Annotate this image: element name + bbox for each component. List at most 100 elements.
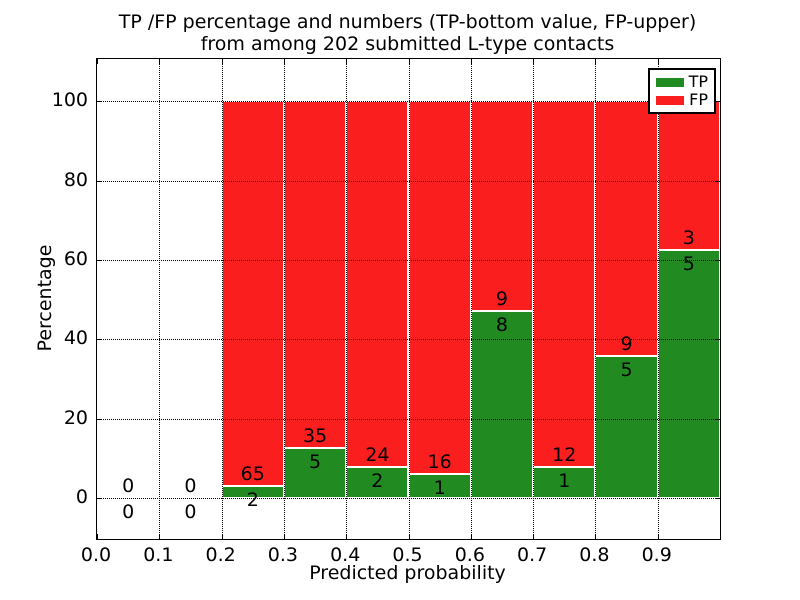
x-tick-label-0.4: 0.4: [330, 544, 361, 566]
gridline-y-20: [97, 418, 720, 420]
bar-fp-0.4-0.5: [346, 101, 409, 468]
bar-fp-0.3-0.4: [283, 101, 347, 449]
y-tick-label-20: 20: [63, 406, 88, 429]
annotation-fp-count-0.5-0.6: 16: [427, 451, 452, 474]
annotation-fp-count-0.0-0.1: 0: [122, 474, 135, 497]
annotation-fp-count-0.7-0.8: 12: [552, 444, 577, 467]
gridline-x-0.6: [470, 59, 472, 539]
y-tick-right-100: [715, 101, 720, 103]
x-tick-label-0.0: 0.0: [80, 544, 112, 566]
tp-color-swatch: [656, 77, 684, 87]
x-tick-bottom-0.8: [595, 534, 597, 539]
annotation-tp-count-0.1-0.2: 0: [184, 500, 197, 523]
x-tick-top-0.1: [159, 59, 161, 64]
gridline-x-0.2: [221, 59, 223, 539]
gridline-x-0.3: [283, 59, 285, 539]
annotation-tp-count-0.7-0.8: 1: [558, 470, 571, 493]
bar-fp-0.2-0.3: [221, 101, 284, 486]
gridline-y-40: [97, 339, 720, 341]
x-tick-bottom-0.4: [346, 534, 348, 539]
annotation-tp-count-0.5-0.6: 1: [433, 477, 446, 500]
gridline-x-0.9: [657, 59, 659, 539]
annotation-tp-count-0.8-0.9: 5: [620, 359, 633, 382]
chart-title: TP /FP percentage and numbers (TP-bottom…: [96, 11, 719, 55]
legend-entry-fp: FP: [656, 91, 708, 109]
x-tick-label-0.5: 0.5: [392, 544, 423, 566]
x-tick-top-0.6: [470, 59, 472, 64]
x-tick-label-0.6: 0.6: [454, 544, 485, 566]
x-tick-bottom-0.5: [408, 534, 410, 539]
annotation-fp-count-0.3-0.4: 35: [302, 425, 328, 448]
y-tick-right-60: [715, 259, 720, 261]
y-tick-label-40: 40: [63, 327, 88, 350]
x-tick-top-0.4: [346, 59, 348, 64]
chart-title-line2: from among 202 submitted L-type contacts: [200, 33, 615, 55]
x-tick-bottom-0.1: [159, 534, 161, 539]
x-tick-top-0.8: [595, 59, 597, 64]
gridline-x-0.5: [408, 59, 410, 539]
x-tick-top-0.2: [221, 59, 223, 64]
x-tick-top-0.7: [533, 59, 535, 64]
chart-title-line1: TP /FP percentage and numbers (TP-bottom…: [118, 11, 697, 33]
y-tick-label-80: 80: [63, 168, 88, 191]
gridline-y-0: [97, 497, 720, 499]
annotation-tp-count-0.2-0.3: 2: [246, 488, 259, 511]
plot-area: TP FP 0 0 0 0 65 2 35 5 24 2 16 1 9 8 12 1 9 5 3 5: [96, 58, 721, 540]
x-axis-label: Predicted probability: [309, 562, 506, 584]
annotation-fp-count-0.4-0.5: 24: [365, 444, 390, 467]
x-tick-top-0.3: [283, 59, 285, 64]
annotation-tp-count-0.6-0.7: 8: [495, 314, 508, 337]
y-tick-label-60: 60: [63, 247, 88, 270]
gridline-x-0.4: [346, 59, 348, 539]
y-tick-left-40: [97, 339, 102, 341]
annotation-fp-count-0.1-0.2: 0: [184, 474, 197, 497]
x-tick-bottom-0.2: [221, 534, 223, 539]
legend-label-fp: FP: [689, 90, 708, 109]
legend: TP FP: [648, 68, 716, 114]
x-tick-bottom-0.3: [283, 534, 285, 539]
y-tick-right-20: [715, 418, 720, 420]
bar-fp-0.6-0.7: [470, 101, 534, 312]
annotation-tp-count-0.4-0.5: 2: [371, 470, 384, 493]
x-tick-label-0.8: 0.8: [579, 544, 610, 566]
annotation-fp-count-0.8-0.9: 9: [620, 333, 633, 356]
x-tick-bottom-0.6: [470, 534, 472, 539]
x-tick-bottom-0.7: [533, 534, 535, 539]
y-tick-left-60: [97, 259, 102, 261]
bar-tp-0.9-1.0: [657, 250, 720, 498]
x-tick-label-0.9: 0.9: [641, 544, 672, 566]
x-tick-top-0.5: [408, 59, 410, 64]
y-tick-left-80: [97, 180, 102, 182]
bar-fp-0.5-0.6: [408, 101, 471, 475]
x-tick-label-0.7: 0.7: [516, 544, 548, 566]
x-tick-label-0.3: 0.3: [267, 544, 298, 566]
fp-color-swatch: [656, 95, 684, 105]
y-tick-left-100: [97, 101, 102, 103]
bar-fp-0.8-0.9: [595, 101, 658, 357]
x-tick-bottom-0.9: [657, 534, 659, 539]
y-tick-left-20: [97, 418, 102, 420]
gridline-x-0.7: [533, 59, 535, 539]
annotation-tp-count-0.9-1.0: 5: [682, 253, 695, 276]
bar-tp-0.3-0.4: [283, 448, 347, 498]
y-axis-label: Percentage: [34, 244, 56, 352]
gridline-y-60: [97, 259, 720, 261]
legend-label-tp: TP: [688, 72, 708, 91]
annotation-fp-count-0.2-0.3: 65: [240, 462, 265, 485]
x-tick-label-0.1: 0.1: [143, 544, 174, 566]
gridline-y-80: [97, 180, 720, 182]
y-tick-label-100: 100: [51, 89, 88, 112]
gridline-x-0.1: [159, 59, 161, 539]
gridline-x-0.8: [595, 59, 597, 539]
annotation-tp-count-0.3-0.4: 5: [308, 451, 322, 474]
y-tick-label-0: 0: [75, 485, 88, 508]
y-tick-right-0: [715, 497, 720, 499]
gridline-y-100: [97, 101, 720, 103]
bar-fp-0.7-0.8: [533, 101, 596, 468]
x-tick-label-0.2: 0.2: [205, 544, 236, 566]
x-tick-top-0.0: [97, 59, 98, 64]
annotation-tp-count-0.0-0.1: 0: [122, 500, 135, 523]
annotation-fp-count-0.9-1.0: 3: [682, 227, 695, 250]
y-tick-right-80: [715, 180, 720, 182]
